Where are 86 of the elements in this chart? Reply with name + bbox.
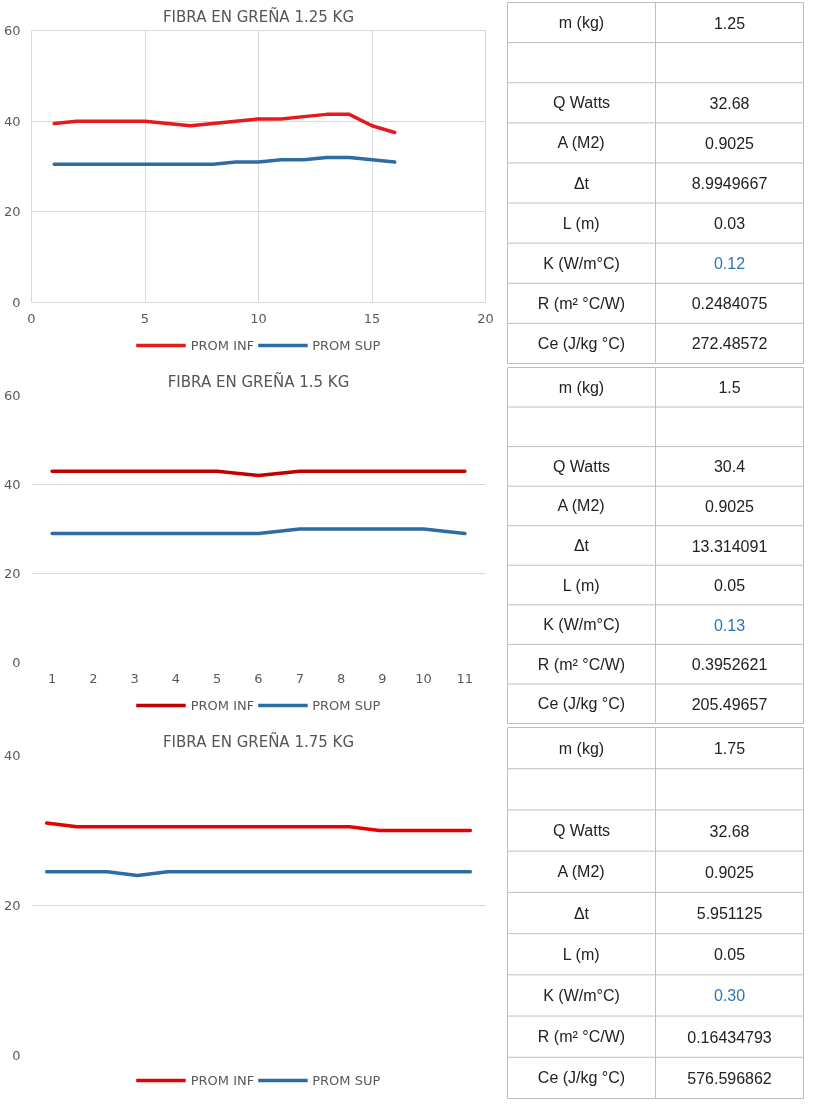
category-label: m (kg): [558, 378, 605, 396]
legend-label: PROM INF: [190, 1072, 255, 1088]
y-tick-label: 20: [3, 566, 21, 581]
legend-label: PROM INF: [190, 337, 255, 353]
category-label: Δt: [573, 904, 590, 922]
text: 0.13: [713, 616, 746, 634]
text: 0.3952621: [691, 656, 768, 674]
text: 0.9025: [705, 134, 754, 152]
category-label: L (m): [562, 576, 600, 594]
x-tick-label: 5: [213, 670, 222, 686]
text: 576.596862: [687, 1069, 772, 1087]
x-tick-label: 10: [415, 670, 432, 686]
line-series: [52, 112, 397, 135]
category-label: m (kg): [558, 739, 605, 757]
y-tick-label: 20: [3, 204, 21, 220]
category-label: Q Watts: [552, 457, 611, 475]
y-tick-label: 60: [3, 388, 21, 403]
x-tick-label: 4: [171, 670, 181, 686]
legend-label: PROM INF: [190, 697, 255, 713]
text: 8.9949667: [691, 175, 768, 192]
y-tick-label: 0: [12, 655, 21, 670]
category-label: Ce (J/kg °C): [537, 334, 626, 352]
legend-label: PROM SUP: [312, 1072, 381, 1088]
text: 0.9025: [705, 497, 754, 515]
text: 1.75: [713, 740, 746, 758]
x-tick-label: 2: [89, 670, 98, 686]
y-tick-label: 40: [3, 477, 21, 492]
text: 0.05: [713, 577, 746, 595]
text: 0.05: [713, 946, 746, 964]
x-tick-label: 10: [250, 310, 267, 326]
text: 0.03: [713, 215, 746, 233]
category-label: K (W/m°C): [543, 616, 620, 634]
text: 32.68: [709, 94, 750, 112]
category-label: K (W/m°C): [543, 254, 620, 272]
text: 205.49657: [691, 695, 768, 713]
x-tick-label: 3: [130, 670, 139, 686]
y-tick-label: 20: [3, 898, 21, 913]
category-label: Ce (J/kg °C): [537, 1069, 626, 1087]
text: 32.68: [709, 822, 750, 840]
legend-label: PROM SUP: [312, 697, 381, 713]
text: 0.12: [713, 255, 746, 273]
category-label: R (m² °C/W): [537, 1028, 626, 1046]
text: 5.951125: [696, 905, 763, 922]
y-tick-label: 40: [3, 748, 21, 763]
text: 0.2484075: [691, 295, 768, 313]
y-tick-label: 40: [3, 113, 21, 129]
text: 1.25: [713, 14, 746, 32]
category-label: m (kg): [558, 14, 605, 32]
chart-title: FIBRA EN GREÑA 1.75 KG: [162, 731, 355, 751]
category-label: Ce (J/kg °C): [537, 695, 626, 713]
category-label: L (m): [562, 945, 600, 963]
text: 0.30: [713, 987, 746, 1005]
x-tick-label: 6: [254, 670, 263, 686]
category-label: Δt: [573, 537, 590, 554]
x-tick-label: 1: [48, 670, 57, 686]
x-tick-label: 8: [336, 670, 346, 686]
y-tick-label: 0: [12, 1048, 21, 1063]
text: 0.16434793: [687, 1028, 772, 1046]
category-label: A (M2): [557, 497, 605, 515]
y-tick-label: 60: [3, 23, 21, 38]
text: 13.314091: [691, 537, 768, 555]
text: 1.5: [718, 379, 741, 397]
category-label: Q Watts: [552, 94, 611, 112]
category-label: A (M2): [557, 863, 605, 881]
x-tick-label: 5: [140, 310, 150, 326]
text: 0.9025: [705, 863, 754, 881]
category-label: L (m): [562, 214, 600, 232]
line-series: [52, 155, 397, 166]
x-tick-label: 20: [477, 310, 494, 326]
text: 30.4: [713, 458, 746, 476]
x-tick-label: 15: [363, 310, 381, 326]
x-tick-label: 11: [456, 670, 474, 686]
y-tick-label: 0: [12, 295, 21, 310]
category-label: R (m² °C/W): [537, 655, 626, 673]
chart-title: FIBRA EN GREÑA 1.5 KG: [167, 371, 350, 391]
text: 272.48572: [691, 335, 768, 353]
category-label: Q Watts: [552, 822, 611, 840]
chart-title: FIBRA EN GREÑA 1.25 KG: [162, 6, 355, 26]
category-label: Δt: [573, 174, 590, 192]
x-tick-label: 7: [295, 670, 304, 686]
category-label: K (W/m°C): [543, 986, 620, 1004]
category-label: A (M2): [557, 134, 605, 152]
x-tick-label: 9: [378, 670, 387, 686]
legend-label: PROM SUP: [312, 337, 381, 353]
x-tick-label: 0: [27, 310, 36, 326]
category-label: R (m² °C/W): [537, 294, 626, 312]
